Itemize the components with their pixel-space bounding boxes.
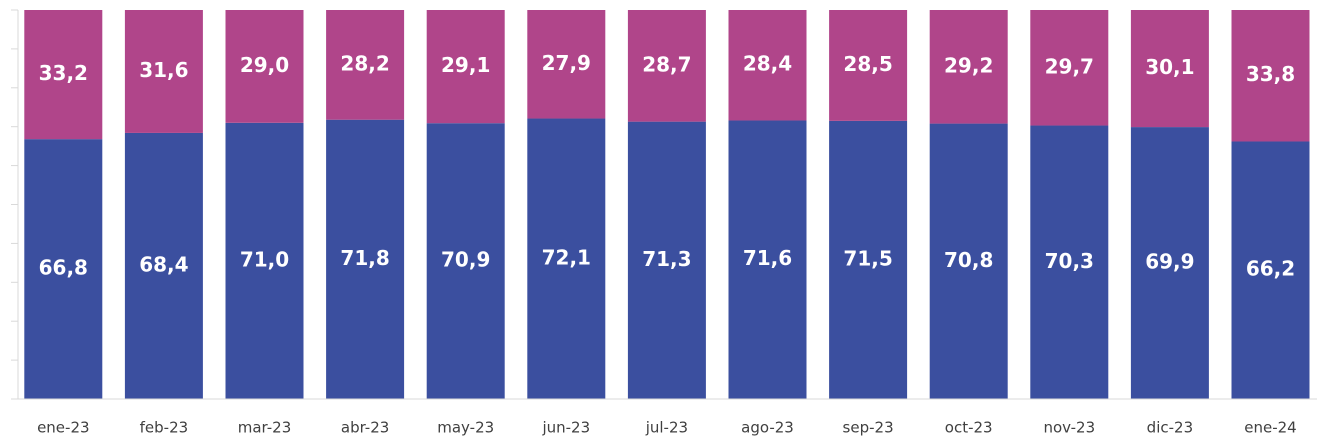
x-tick-label: sep-23 <box>843 419 894 437</box>
value-label: 27,9 <box>542 51 591 75</box>
bar-segment <box>326 10 405 120</box>
value-label: 70,8 <box>944 248 993 272</box>
bar-segment <box>728 10 807 121</box>
x-tick-label: feb-23 <box>140 419 189 437</box>
value-label: 66,8 <box>39 256 88 280</box>
bar-segment <box>627 10 706 122</box>
value-label: 68,4 <box>139 252 188 276</box>
bar-segment <box>225 122 304 399</box>
bar-segment <box>929 10 1008 124</box>
bar-segment <box>1231 10 1310 142</box>
value-label: 28,2 <box>340 51 389 75</box>
bar-segment <box>426 10 505 124</box>
bar-segment <box>225 10 304 123</box>
x-tick-label: abr-23 <box>341 419 389 437</box>
x-tick-label: jun-23 <box>541 419 590 437</box>
bar-segment <box>24 139 103 399</box>
value-label: 31,6 <box>139 58 188 82</box>
value-label: 29,2 <box>944 53 993 77</box>
value-label: 29,7 <box>1045 54 1094 78</box>
bar-segment <box>1130 10 1209 128</box>
value-label: 72,1 <box>542 245 591 269</box>
bar-segment <box>1130 127 1209 400</box>
bar-segment <box>829 10 908 121</box>
value-label: 33,2 <box>39 61 88 85</box>
value-label: 33,8 <box>1246 62 1295 86</box>
bar-segment <box>929 123 1008 399</box>
value-label: 71,6 <box>743 246 792 270</box>
bar-segment <box>627 121 706 399</box>
value-label: 28,4 <box>743 52 792 76</box>
x-tick-label: nov-23 <box>1043 419 1095 437</box>
value-label: 70,3 <box>1045 249 1094 273</box>
bar-segment <box>1030 10 1109 126</box>
value-label: 29,0 <box>240 53 289 77</box>
x-tick-label: may-23 <box>437 419 494 437</box>
x-tick-label: ene-24 <box>1244 419 1296 437</box>
value-label: 71,8 <box>340 246 389 270</box>
bar-segment <box>124 10 203 133</box>
bar-segment <box>1030 125 1109 400</box>
x-tick-label: ene-23 <box>37 419 89 437</box>
bar-segment <box>24 10 103 140</box>
bar-segment <box>527 10 606 119</box>
bar-segment <box>527 118 606 399</box>
value-label: 28,7 <box>642 52 691 76</box>
bar-segment <box>326 119 405 399</box>
x-tick-label: ago-23 <box>741 419 794 437</box>
value-label: 71,3 <box>642 247 691 271</box>
value-label: 28,5 <box>843 52 892 76</box>
bar-segment <box>124 132 203 399</box>
bar-segment <box>829 120 908 400</box>
value-label: 70,9 <box>441 248 490 272</box>
bar-segment <box>728 120 807 399</box>
value-label: 66,2 <box>1246 257 1295 281</box>
x-tick-label: mar-23 <box>238 419 292 437</box>
x-tick-label: dic-23 <box>1147 419 1193 437</box>
bar-segment <box>1231 141 1310 399</box>
value-label: 30,1 <box>1145 55 1194 79</box>
value-label: 29,1 <box>441 53 490 77</box>
value-label: 71,0 <box>240 247 289 271</box>
value-label: 69,9 <box>1145 250 1194 274</box>
x-tick-label: oct-23 <box>945 419 993 437</box>
value-label: 71,5 <box>843 246 892 270</box>
bar-segment <box>426 123 505 399</box>
x-tick-label: jul-23 <box>645 419 688 437</box>
